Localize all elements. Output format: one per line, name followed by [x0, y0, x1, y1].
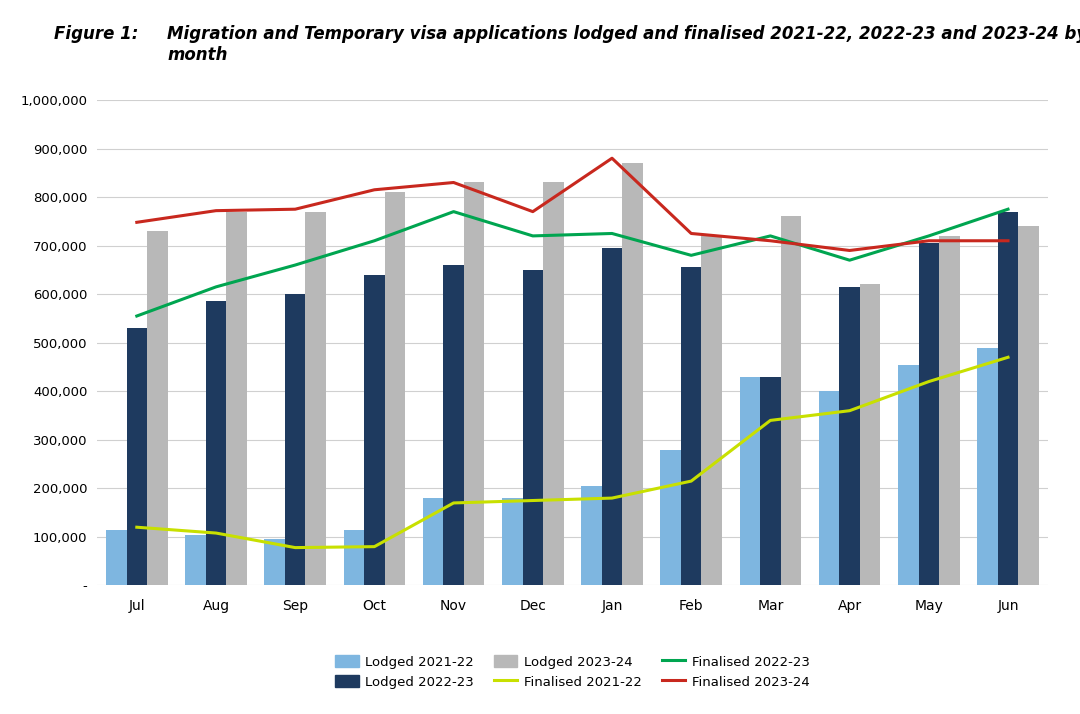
- Bar: [422, 498, 443, 585]
- Bar: [819, 391, 839, 585]
- Bar: [998, 211, 1018, 585]
- Bar: [384, 192, 405, 585]
- Legend: Lodged 2021-22, Lodged 2022-23, Lodged 2023-24, Finalised 2021-22, Finalised 202: Lodged 2021-22, Lodged 2022-23, Lodged 2…: [335, 655, 810, 688]
- Bar: [602, 248, 622, 585]
- Bar: [897, 365, 918, 585]
- Bar: [126, 328, 147, 585]
- Bar: [227, 211, 247, 585]
- Bar: [622, 163, 643, 585]
- Bar: [977, 348, 998, 585]
- Bar: [760, 377, 781, 585]
- Bar: [185, 535, 205, 585]
- Bar: [680, 268, 702, 585]
- Text: Migration and Temporary visa applications lodged and finalised 2021-22, 2022-23 : Migration and Temporary visa application…: [167, 25, 1080, 64]
- Bar: [940, 236, 960, 585]
- Bar: [523, 270, 543, 585]
- Bar: [781, 216, 801, 585]
- Bar: [502, 498, 523, 585]
- Bar: [464, 183, 485, 585]
- Text: Figure 1:: Figure 1:: [54, 25, 138, 43]
- Bar: [543, 183, 564, 585]
- Bar: [265, 539, 285, 585]
- Bar: [285, 294, 306, 585]
- Bar: [106, 530, 126, 585]
- Bar: [147, 231, 167, 585]
- Bar: [918, 243, 940, 585]
- Bar: [364, 275, 384, 585]
- Bar: [740, 377, 760, 585]
- Bar: [839, 287, 860, 585]
- Bar: [205, 301, 227, 585]
- Bar: [702, 236, 723, 585]
- Bar: [443, 265, 464, 585]
- Bar: [343, 530, 364, 585]
- Bar: [581, 486, 602, 585]
- Bar: [306, 211, 326, 585]
- Bar: [660, 450, 680, 585]
- Bar: [860, 284, 880, 585]
- Bar: [1018, 226, 1039, 585]
